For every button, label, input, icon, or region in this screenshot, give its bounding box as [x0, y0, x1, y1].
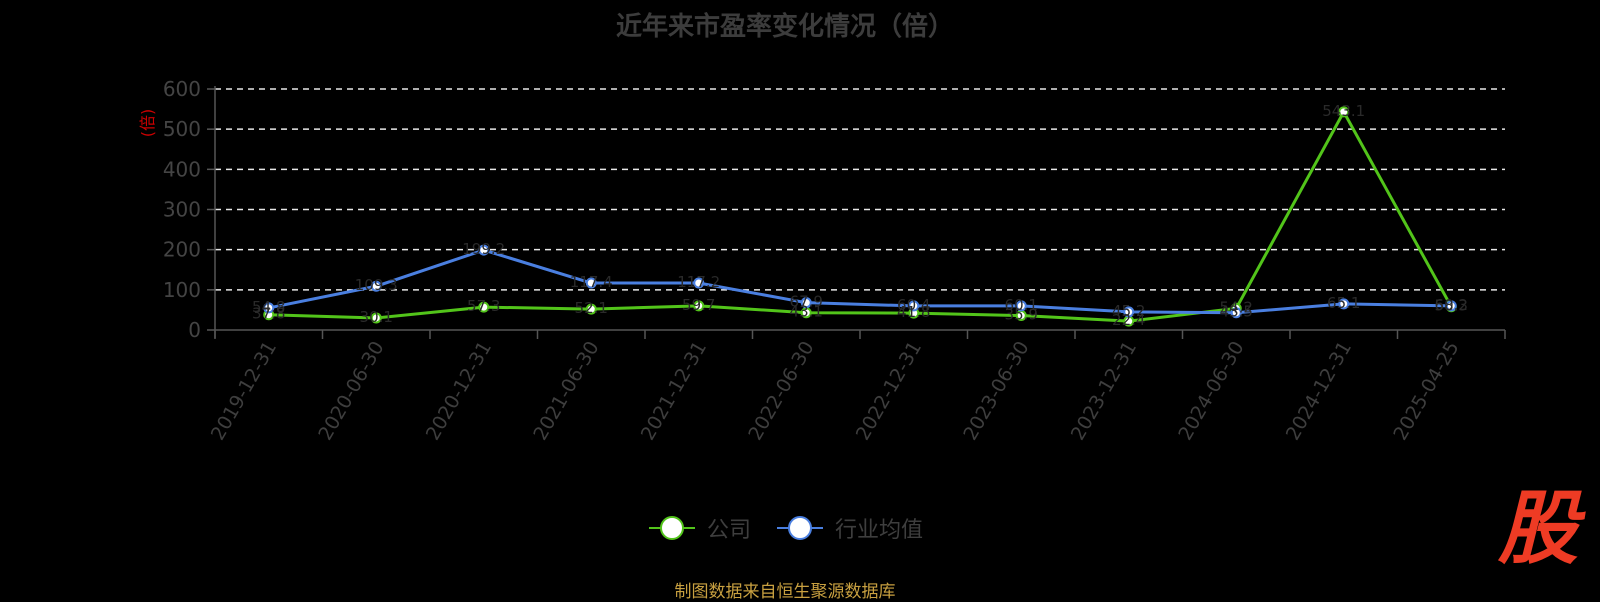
x-tick-label: 2020-12-31 — [422, 338, 496, 445]
data-point — [1123, 306, 1135, 318]
data-label: 109.3 — [355, 276, 398, 294]
legend-label-company: 公司 — [706, 518, 751, 543]
x-tick-label: 2021-12-31 — [637, 338, 711, 445]
legend-item-company[interactable]: 公司 — [647, 512, 751, 544]
data-label: 60.1 — [1005, 296, 1038, 314]
data-point — [908, 300, 920, 312]
data-label: 199.2 — [462, 240, 505, 258]
x-tick-label: 2021-06-30 — [529, 338, 603, 445]
y-tick-label: 0 — [188, 318, 201, 342]
axes: 0 100 200 300 400 500 600 (倍) 2019-12-31 2020-06-… — [138, 77, 1506, 445]
data-point — [1338, 106, 1350, 118]
data-label: 41.8 — [897, 303, 930, 321]
data-label: 45.2 — [1112, 302, 1145, 320]
source-note: 制图数据来自恒生聚源数据库 — [674, 582, 896, 602]
data-point — [1338, 298, 1350, 310]
x-tick-label: 2024-12-31 — [1282, 338, 1356, 445]
x-tick-label: 2019-12-31 — [207, 338, 281, 445]
data-point — [1230, 307, 1242, 319]
series-line-company — [268, 110, 1453, 323]
y-tick-label: 100 — [163, 278, 201, 302]
x-tick-label: 2022-12-31 — [852, 338, 926, 445]
data-point — [585, 277, 597, 289]
data-point — [800, 307, 812, 319]
data-label: 58.3 — [1435, 297, 1468, 315]
data-point — [370, 280, 382, 292]
data-label: 30.1 — [360, 308, 393, 326]
data-label: 117.2 — [677, 273, 720, 291]
data-point — [1445, 300, 1457, 312]
data-point — [693, 277, 705, 289]
y-tick-label: 400 — [163, 157, 201, 181]
data-point — [800, 297, 812, 309]
data-point — [263, 302, 275, 314]
data-point — [585, 303, 597, 315]
x-tick-label: 2023-12-31 — [1067, 338, 1141, 445]
data-label: 67.9 — [790, 293, 823, 311]
data-label: 60.2 — [1435, 296, 1468, 314]
data-label: 65.1 — [1327, 294, 1360, 312]
series-line-industry — [268, 248, 1452, 315]
data-label: 543.1 — [1322, 102, 1365, 120]
data-label: 54.2 — [1220, 298, 1253, 316]
data-label: 35.9 — [1005, 306, 1038, 324]
data-point — [693, 300, 705, 312]
y-tick-label: 600 — [163, 77, 201, 101]
data-label: 117.4 — [570, 273, 613, 291]
data-point — [1015, 300, 1027, 312]
y-axis-unit-label: (倍) — [138, 109, 157, 138]
data-label: 43.1 — [790, 303, 823, 321]
legend-label-industry: 行业均值 — [835, 518, 924, 543]
y-tick-label: 200 — [163, 238, 201, 262]
data-point — [370, 312, 382, 324]
series-lines — [263, 106, 1457, 327]
data-label: 54.8 — [252, 298, 285, 316]
data-label: 60.4 — [897, 296, 930, 314]
y-tick-label: 500 — [163, 117, 201, 141]
y-tick-label: 300 — [163, 198, 201, 222]
legend-marker-company — [648, 516, 695, 540]
chart-title: 近年来市盈率变化情况（倍） — [615, 12, 954, 42]
data-label: 52.1 — [575, 299, 608, 317]
data-point — [478, 244, 490, 256]
legend-marker-industry — [777, 516, 823, 540]
data-label: 59.7 — [682, 296, 715, 314]
data-label: 43.5 — [1220, 303, 1253, 321]
legend-item-industry[interactable]: 行业均值 — [775, 512, 923, 544]
x-tick-label: 2023-06-30 — [959, 338, 1033, 445]
legend: 公司 行业均值 — [0, 512, 1570, 544]
data-point — [478, 301, 490, 313]
data-labels: 37.8 30.1 57.3 52.1 59.7 43.1 41.8 35.9 22.4 54.2… — [252, 102, 1468, 329]
data-label: 22.4 — [1112, 311, 1145, 329]
gridlines — [215, 88, 1505, 291]
x-tick-label: 2024-06-30 — [1174, 338, 1248, 445]
data-label: 57.3 — [467, 297, 500, 315]
x-tick-label: 2025-04-25 — [1389, 338, 1463, 445]
watermark-logo: 股 — [1498, 481, 1578, 575]
x-tick-label: 2020-06-30 — [314, 338, 388, 445]
x-tick-label: 2022-06-30 — [744, 338, 818, 445]
data-label: 37.8 — [252, 305, 285, 323]
